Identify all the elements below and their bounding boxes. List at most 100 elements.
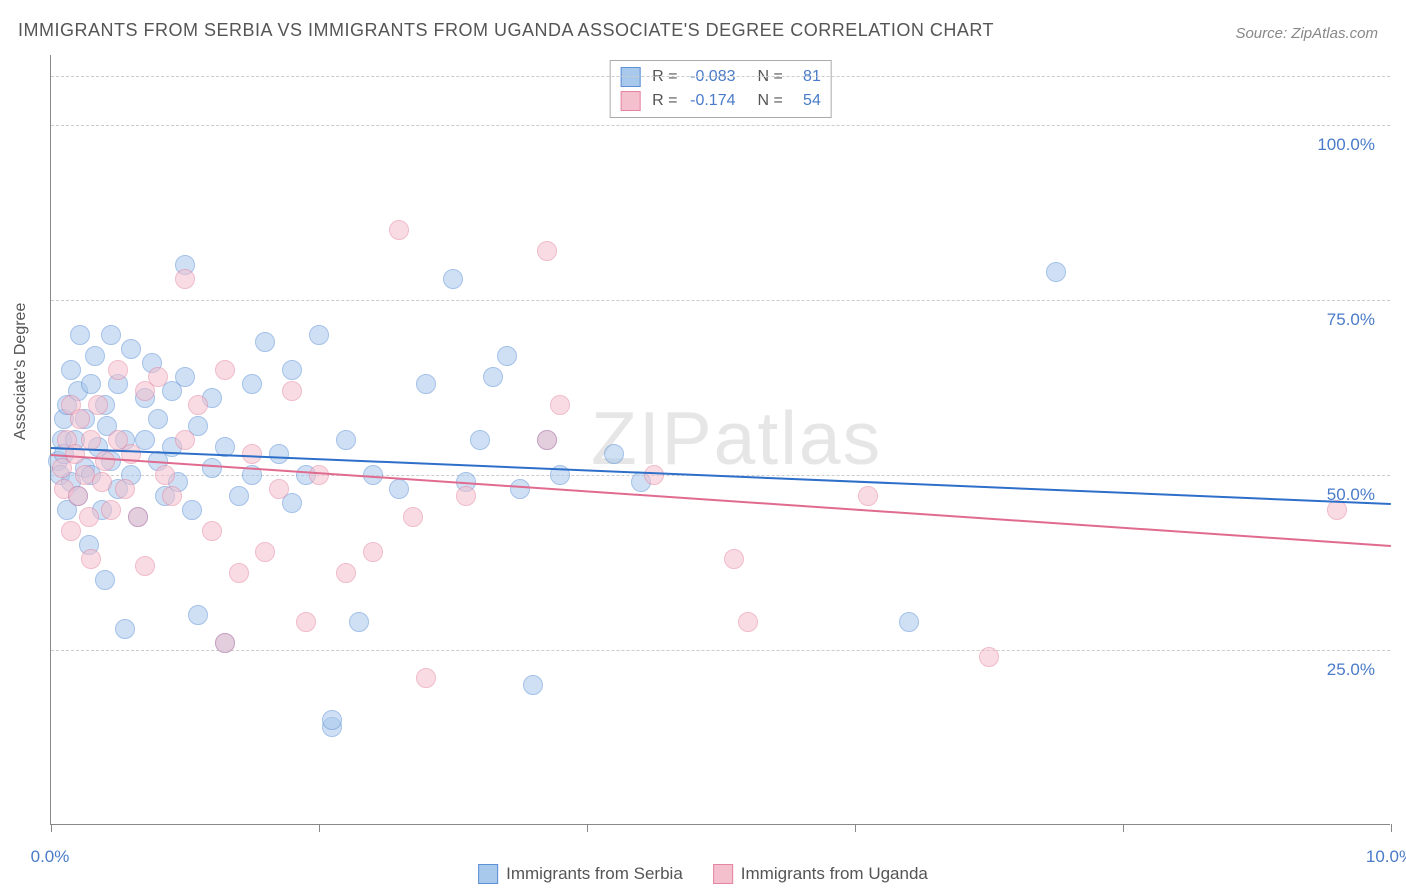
scatter-point xyxy=(322,710,342,730)
legend-stat-row: R = -0.174 N = 54 xyxy=(620,89,821,113)
scatter-point xyxy=(1046,262,1066,282)
n-label: N = xyxy=(758,92,783,110)
scatter-point xyxy=(175,269,195,289)
plot-area: ZIPatlas R = -0.083 N = 81 R = -0.174 N = 54 25… xyxy=(50,55,1390,825)
scatter-point xyxy=(282,360,302,380)
y-tick-label: 25.0% xyxy=(1327,660,1375,680)
legend-swatch xyxy=(478,864,498,884)
scatter-point xyxy=(135,556,155,576)
gridline-h xyxy=(51,300,1390,301)
scatter-point xyxy=(483,367,503,387)
scatter-point xyxy=(188,605,208,625)
x-tick xyxy=(587,824,588,832)
n-value: 54 xyxy=(791,92,821,110)
y-tick-label: 100.0% xyxy=(1317,135,1375,155)
scatter-point xyxy=(604,444,624,464)
legend-swatch xyxy=(620,67,640,87)
scatter-point xyxy=(336,430,356,450)
scatter-point xyxy=(128,507,148,527)
y-axis-label: Associate's Degree xyxy=(12,303,30,440)
r-label: R = xyxy=(652,68,677,86)
scatter-point xyxy=(389,220,409,240)
legend-stat-row: R = -0.083 N = 81 xyxy=(620,65,821,89)
scatter-point xyxy=(115,479,135,499)
r-value: -0.174 xyxy=(686,92,736,110)
scatter-point xyxy=(88,395,108,415)
scatter-point xyxy=(242,374,262,394)
chart-title: IMMIGRANTS FROM SERBIA VS IMMIGRANTS FRO… xyxy=(18,20,994,41)
scatter-point xyxy=(101,325,121,345)
legend-series-label: Immigrants from Serbia xyxy=(506,864,683,884)
scatter-point xyxy=(349,612,369,632)
legend-series-label: Immigrants from Uganda xyxy=(741,864,928,884)
scatter-point xyxy=(416,668,436,688)
scatter-point xyxy=(202,458,222,478)
r-label: R = xyxy=(652,92,677,110)
scatter-point xyxy=(336,563,356,583)
scatter-point xyxy=(510,479,530,499)
scatter-point xyxy=(175,367,195,387)
scatter-point xyxy=(242,444,262,464)
legend-correlation-box: R = -0.083 N = 81 R = -0.174 N = 54 xyxy=(609,60,832,118)
scatter-point xyxy=(309,465,329,485)
scatter-point xyxy=(497,346,517,366)
scatter-point xyxy=(92,472,112,492)
n-value: 81 xyxy=(791,68,821,86)
scatter-point xyxy=(68,486,88,506)
scatter-point xyxy=(215,633,235,653)
scatter-point xyxy=(282,381,302,401)
scatter-point xyxy=(269,444,289,464)
scatter-point xyxy=(61,360,81,380)
x-tick xyxy=(51,824,52,832)
watermark: ZIPatlas xyxy=(591,395,882,481)
scatter-point xyxy=(979,647,999,667)
scatter-point xyxy=(899,612,919,632)
gridline-h xyxy=(51,76,1390,77)
r-value: -0.083 xyxy=(686,68,736,86)
scatter-point xyxy=(188,395,208,415)
scatter-point xyxy=(101,500,121,520)
n-label: N = xyxy=(758,68,783,86)
scatter-point xyxy=(79,507,99,527)
scatter-point xyxy=(155,465,175,485)
x-tick xyxy=(1391,824,1392,832)
scatter-point xyxy=(175,430,195,450)
x-tick xyxy=(855,824,856,832)
legend-series: Immigrants from Serbia Immigrants from Ug… xyxy=(478,864,928,884)
x-tick xyxy=(319,824,320,832)
legend-series-item: Immigrants from Uganda xyxy=(713,864,928,884)
scatter-point xyxy=(70,325,90,345)
legend-series-item: Immigrants from Serbia xyxy=(478,864,683,884)
scatter-point xyxy=(61,521,81,541)
legend-swatch xyxy=(713,864,733,884)
x-tick-label: 10.0% xyxy=(1366,847,1406,867)
scatter-point xyxy=(108,360,128,380)
scatter-point xyxy=(389,479,409,499)
scatter-point xyxy=(148,367,168,387)
scatter-point xyxy=(644,465,664,485)
scatter-point xyxy=(81,549,101,569)
scatter-point xyxy=(403,507,423,527)
scatter-point xyxy=(148,409,168,429)
scatter-point xyxy=(443,269,463,289)
scatter-point xyxy=(202,521,222,541)
scatter-point xyxy=(724,549,744,569)
scatter-point xyxy=(523,675,543,695)
scatter-point xyxy=(255,542,275,562)
scatter-point xyxy=(162,486,182,506)
gridline-h xyxy=(51,650,1390,651)
scatter-point xyxy=(296,612,316,632)
scatter-point xyxy=(470,430,490,450)
scatter-point xyxy=(70,409,90,429)
scatter-point xyxy=(255,332,275,352)
scatter-point xyxy=(115,619,135,639)
scatter-point xyxy=(363,542,383,562)
scatter-point xyxy=(309,325,329,345)
scatter-point xyxy=(182,500,202,520)
y-tick-label: 75.0% xyxy=(1327,310,1375,330)
scatter-point xyxy=(537,430,557,450)
scatter-point xyxy=(81,374,101,394)
scatter-point xyxy=(215,360,235,380)
gridline-h xyxy=(51,125,1390,126)
trend-line xyxy=(51,454,1391,547)
